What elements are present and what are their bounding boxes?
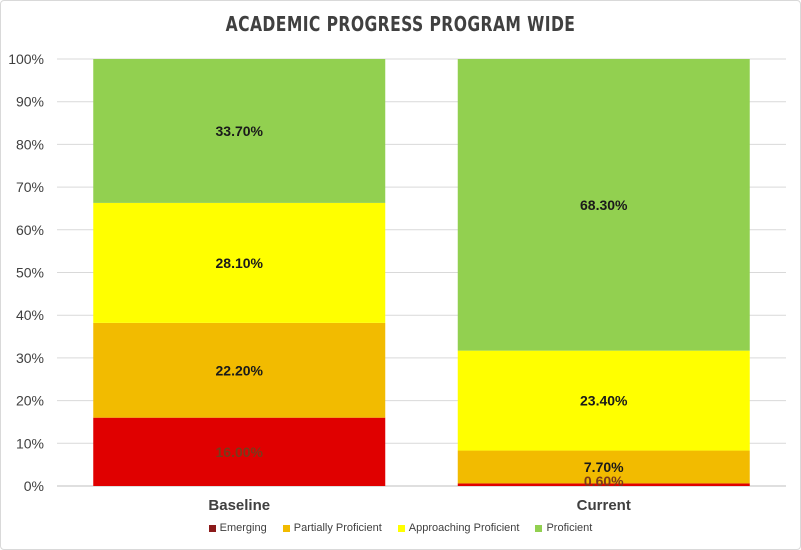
data-label: 22.20% <box>216 362 264 378</box>
y-tick-label: 100% <box>8 51 44 67</box>
data-label: 33.70% <box>216 123 264 139</box>
bar-segment <box>93 202 386 323</box>
y-tick-label: 90% <box>16 94 44 110</box>
data-label: 68.30% <box>580 197 628 213</box>
legend-swatch <box>282 524 290 532</box>
data-label: 28.10% <box>216 255 264 271</box>
x-category-label: Current <box>577 497 631 514</box>
bar-segment <box>457 350 750 451</box>
bar-segment <box>93 59 386 203</box>
legend-swatch <box>208 524 216 532</box>
y-tick-label: 40% <box>16 307 44 323</box>
legend-swatch <box>397 524 405 532</box>
legend-item: Partially Proficient <box>282 522 382 534</box>
y-tick-label: 80% <box>16 136 44 152</box>
legend-label: Proficient <box>546 522 593 534</box>
bar-segment <box>457 483 750 486</box>
chart-legend: Emerging Partially Proficient Approaching … <box>0 522 801 534</box>
y-tick-label: 30% <box>16 350 44 366</box>
y-tick-label: 10% <box>16 435 44 451</box>
y-tick-label: 20% <box>16 393 44 409</box>
y-tick-label: 0% <box>24 478 44 494</box>
bar-segment <box>457 59 750 351</box>
x-category-label: Baseline <box>208 497 270 514</box>
legend-label: Approaching Proficient <box>408 522 520 534</box>
y-tick-label: 60% <box>16 222 44 238</box>
legend-label: Emerging <box>219 522 267 534</box>
chart-title: ACADEMIC PROGRESS PROGRAM WIDE <box>225 12 576 36</box>
legend-item: Emerging <box>208 522 267 534</box>
data-label: 23.40% <box>580 393 628 409</box>
data-label: 7.70% <box>584 459 624 475</box>
legend-label: Partially Proficient <box>293 522 382 534</box>
legend-item: Proficient <box>535 522 592 534</box>
data-label: 0.60% <box>584 473 624 489</box>
bar-segment <box>93 417 386 486</box>
legend-item: Approaching Proficient <box>397 522 520 534</box>
bar-segment <box>93 322 386 418</box>
bar-segment <box>457 450 750 484</box>
y-tick-label: 50% <box>16 265 44 281</box>
data-label: 16.00% <box>216 444 264 460</box>
y-tick-label: 70% <box>16 179 44 195</box>
legend-swatch <box>535 524 543 532</box>
